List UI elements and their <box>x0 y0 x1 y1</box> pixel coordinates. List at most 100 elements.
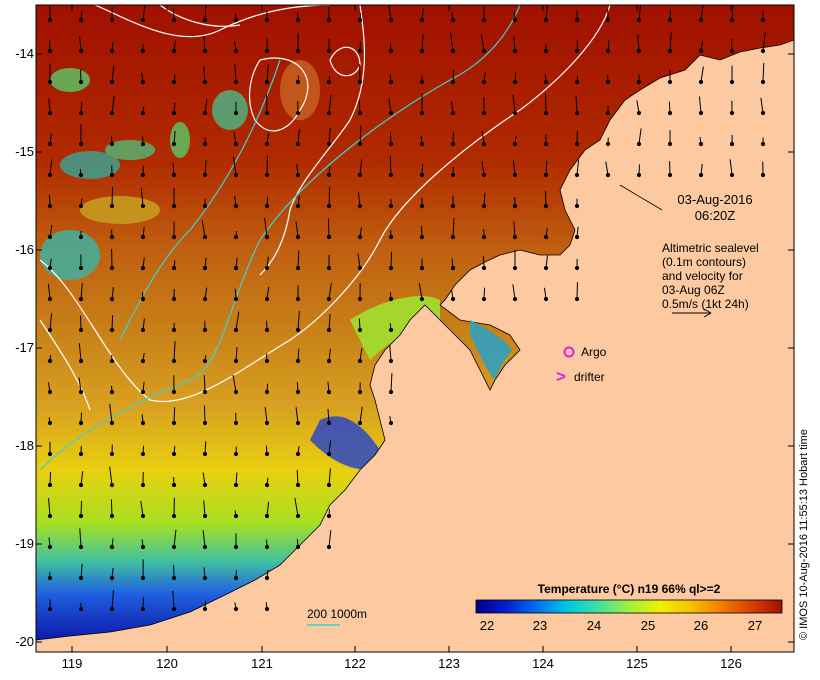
velocity-arrow-head <box>264 389 270 395</box>
colorbar-tick: 22 <box>479 618 495 633</box>
velocity-arrow-head <box>419 17 425 23</box>
velocity-arrow-head <box>233 575 239 581</box>
lon-tick-label: 125 <box>626 656 648 671</box>
velocity-arrow-head <box>760 48 766 54</box>
velocity-arrow-head <box>481 172 487 178</box>
velocity-arrow-head <box>605 17 611 23</box>
velocity-arrow-head <box>667 17 673 23</box>
velocity-arrow-head <box>264 358 270 364</box>
velocity-arrow-head <box>171 48 177 54</box>
velocity-arrow-head <box>140 327 146 333</box>
velocity-arrow <box>760 97 764 114</box>
velocity-arrow <box>78 377 82 393</box>
velocity-arrow-head <box>698 79 704 85</box>
velocity-arrow-head <box>388 420 394 426</box>
velocity-arrow-head <box>171 296 177 302</box>
velocity-arrow-head <box>171 265 177 271</box>
velocity-arrow-head <box>264 79 270 85</box>
velocity-arrow <box>297 310 300 331</box>
velocity-arrow-head <box>78 451 84 457</box>
velocity-arrow-head <box>295 110 301 116</box>
velocity-arrow-head <box>388 234 394 240</box>
plot-area <box>36 5 794 652</box>
velocity-arrow-head <box>140 420 146 426</box>
velocity-arrow <box>637 34 640 52</box>
velocity-arrow-head <box>233 17 239 23</box>
velocity-arrow-head <box>574 296 580 302</box>
velocity-arrow-head <box>481 234 487 240</box>
velocity-arrow <box>111 187 114 207</box>
land <box>36 39 794 652</box>
velocity-arrow-head <box>264 48 270 54</box>
velocity-arrow-head <box>574 79 580 85</box>
lat-tick-label: -19 <box>15 536 34 551</box>
velocity-arrow-head <box>295 296 301 302</box>
velocity-arrow <box>669 31 672 52</box>
velocity-arrow-head <box>109 389 115 395</box>
velocity-arrow <box>79 528 82 548</box>
lon-tick-label: 126 <box>720 656 742 671</box>
velocity-arrow-head <box>78 172 84 178</box>
velocity-arrow-head <box>47 358 53 364</box>
velocity-arrow <box>201 220 206 238</box>
velocity-arrow-head <box>419 172 425 178</box>
velocity-arrow-head <box>78 358 84 364</box>
velocity-arrow <box>700 66 704 83</box>
velocity-arrow <box>389 155 392 176</box>
velocity-arrow <box>359 125 362 145</box>
velocity-arrow-head <box>326 17 332 23</box>
velocity-arrow-head <box>47 451 53 457</box>
legend-line: 0.5m/s (1kt 24h) <box>662 297 749 311</box>
velocity-arrow-head <box>450 110 456 116</box>
colorbar-tick: 24 <box>586 618 602 633</box>
velocity-arrow-head <box>512 110 518 116</box>
velocity-arrow <box>204 5 207 21</box>
velocity-arrow-head <box>109 172 115 178</box>
velocity-arrow-head <box>388 48 394 54</box>
velocity-arrow-head <box>512 17 518 23</box>
velocity-arrow-head <box>264 296 270 302</box>
velocity-arrow-head <box>171 172 177 178</box>
velocity-arrow <box>235 311 240 331</box>
velocity-arrow-head <box>109 327 115 333</box>
velocity-arrow <box>481 130 485 145</box>
velocity-arrow-head <box>109 110 115 116</box>
velocity-arrow-head <box>233 296 239 302</box>
velocity-arrow-head <box>140 296 146 302</box>
velocity-arrow-head <box>140 141 146 147</box>
velocity-arrow-head <box>202 482 208 488</box>
velocity-arrow-head <box>109 265 115 271</box>
velocity-arrow-head <box>326 141 332 147</box>
velocity-arrow-head <box>78 389 84 395</box>
velocity-arrow-head <box>667 79 673 85</box>
velocity-arrow-head <box>140 203 146 209</box>
velocity-arrow-head <box>264 327 270 333</box>
velocity-arrow-head <box>202 48 208 54</box>
velocity-arrow-head <box>450 48 456 54</box>
velocity-arrow-head <box>78 575 84 581</box>
velocity-arrow-head <box>109 420 115 426</box>
velocity-arrow <box>388 5 392 21</box>
velocity-arrow <box>480 34 485 52</box>
velocity-arrow-head <box>233 327 239 333</box>
velocity-arrow <box>544 190 547 207</box>
velocity-arrow-head <box>171 575 177 581</box>
velocity-arrow-head <box>636 172 642 178</box>
velocity-arrow-head <box>605 110 611 116</box>
velocity-arrow-head <box>605 79 611 85</box>
velocity-arrow <box>78 343 82 362</box>
velocity-arrow-head <box>47 327 53 333</box>
velocity-arrow <box>173 130 176 145</box>
velocity-arrow-head <box>543 48 549 54</box>
velocity-arrow-head <box>543 17 549 23</box>
velocity-arrow <box>111 95 115 114</box>
velocity-arrow <box>203 375 206 393</box>
timestamp-pointer <box>619 184 663 211</box>
velocity-arrow-head <box>47 606 53 612</box>
velocity-arrow-head <box>357 296 363 302</box>
velocity-arrow-head <box>78 141 84 147</box>
velocity-arrow <box>110 499 113 517</box>
velocity-arrow <box>328 440 332 455</box>
velocity-arrow-head <box>140 265 146 271</box>
velocity-arrow-head <box>140 606 146 612</box>
